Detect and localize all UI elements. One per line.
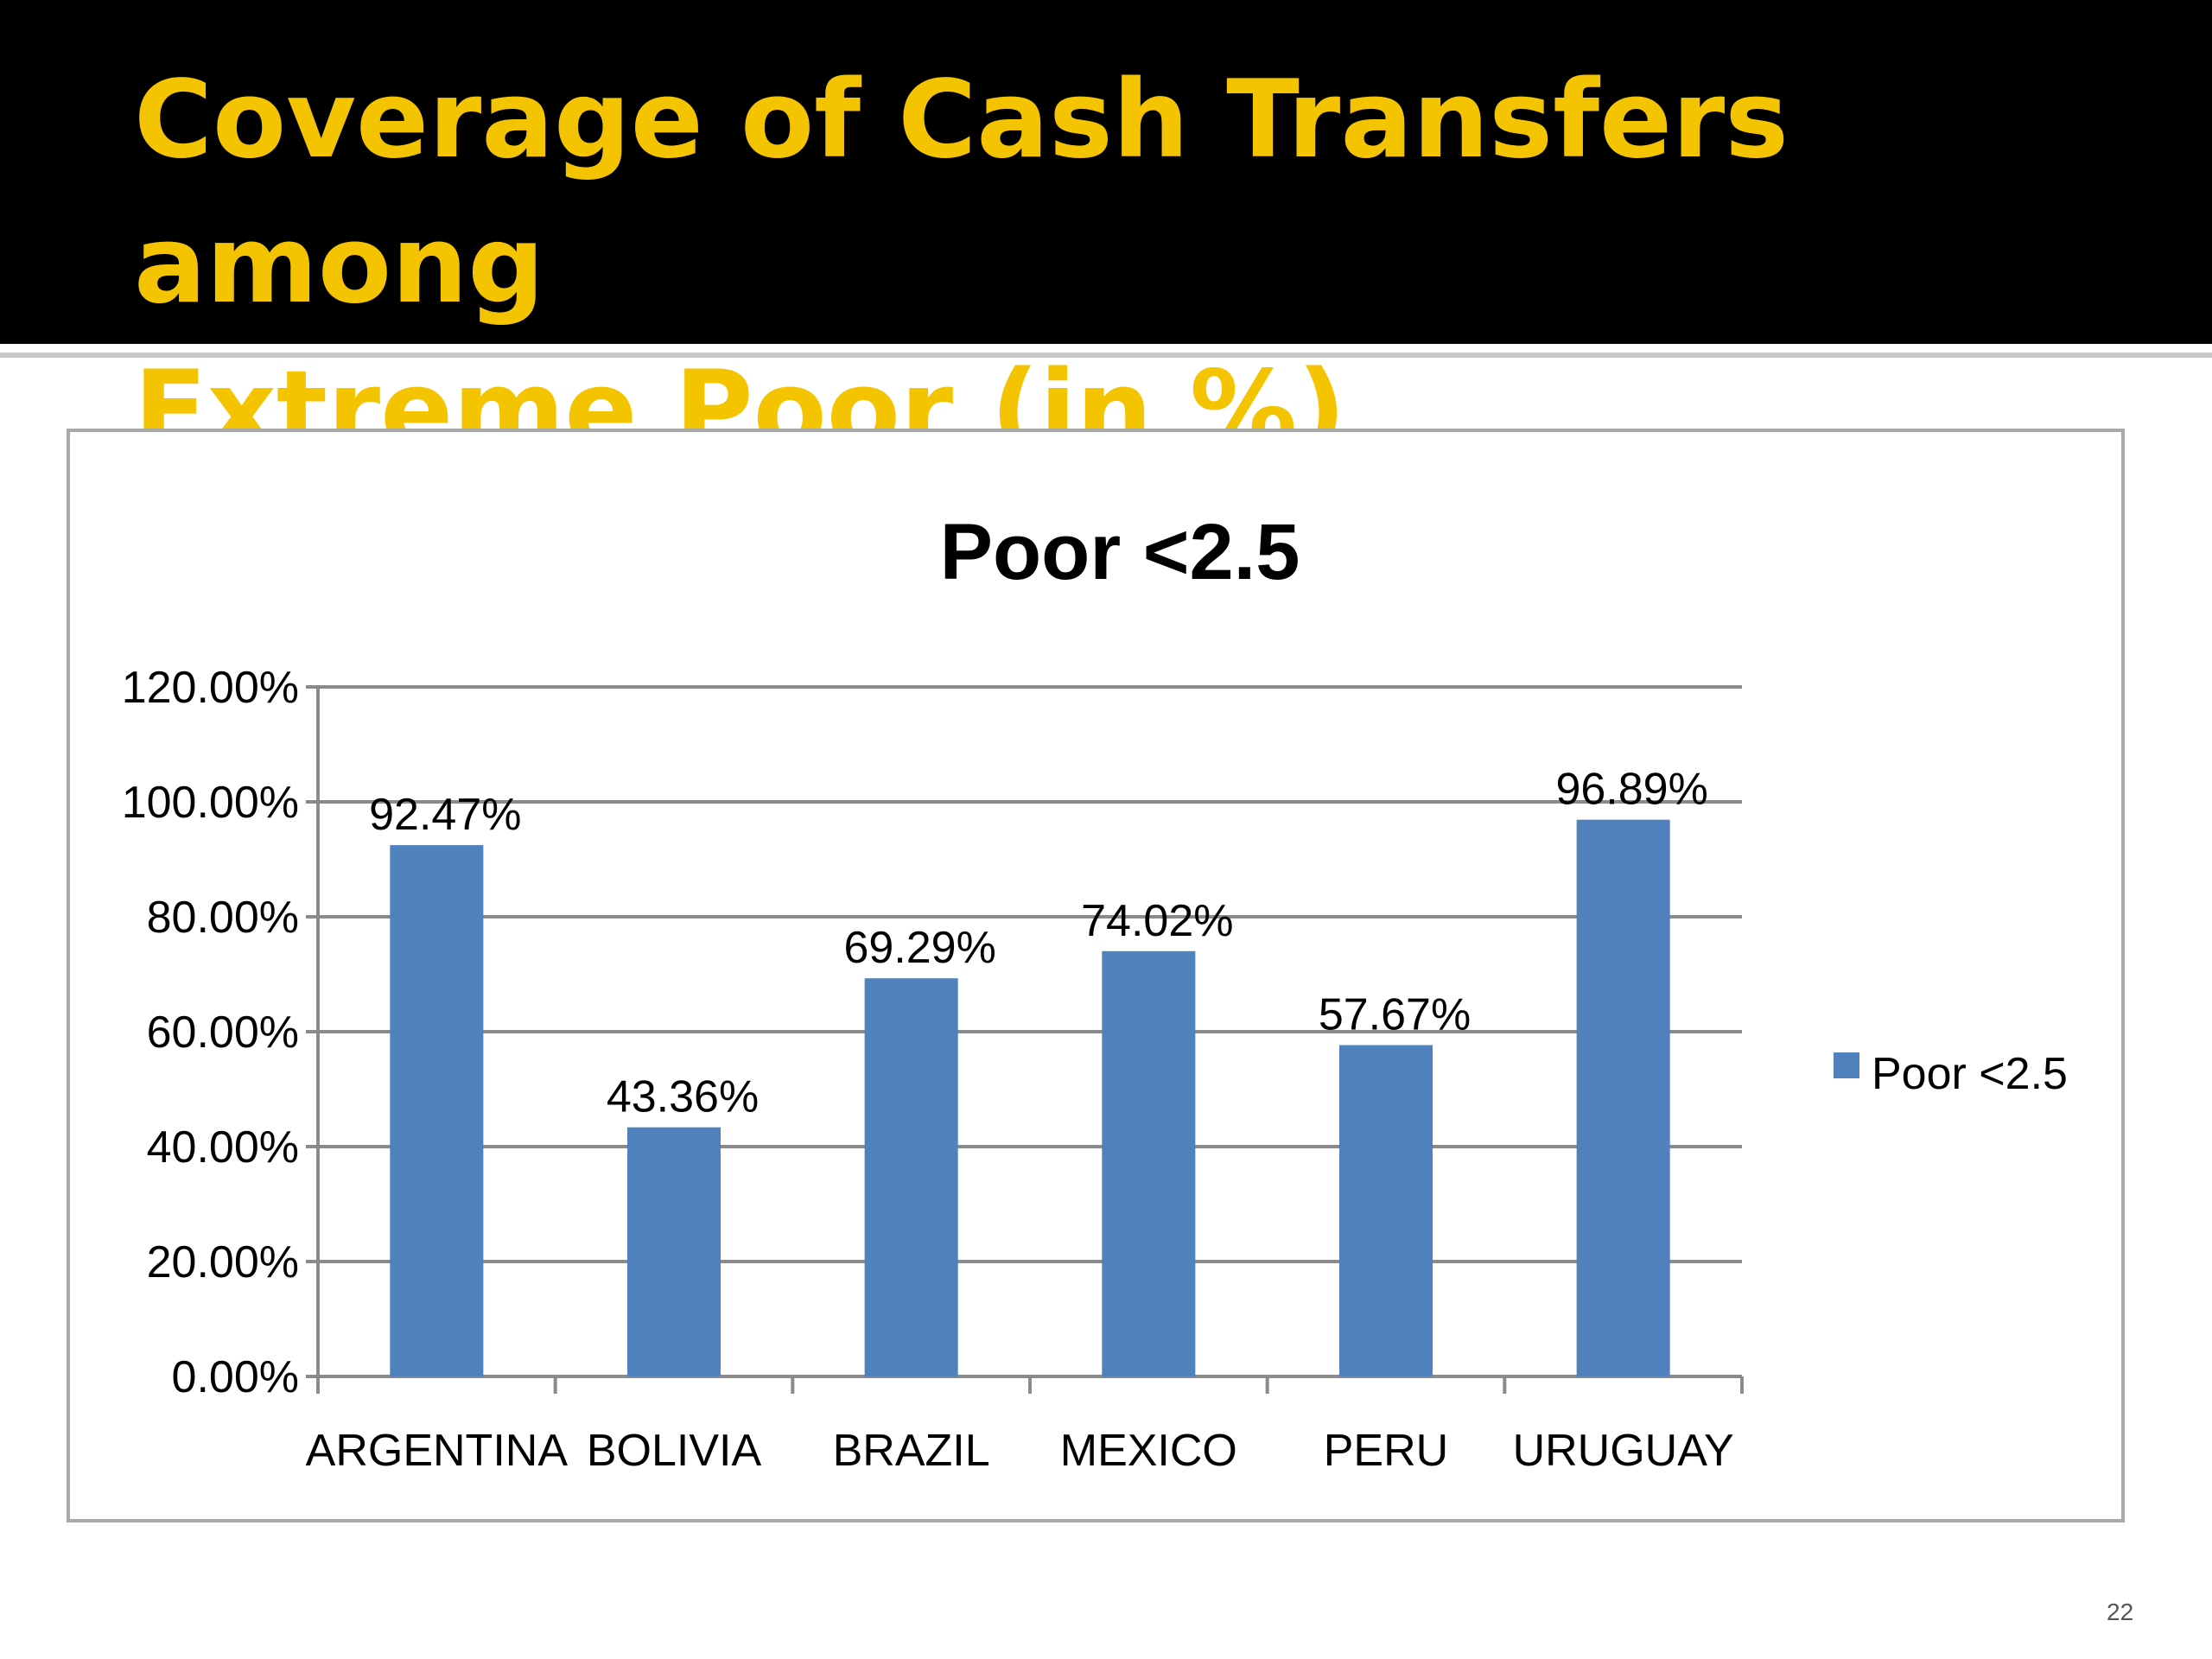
slide-header: Coverage of Cash Transfers among Extreme… — [0, 0, 2212, 473]
x-category-label: BRAZIL — [833, 1426, 990, 1476]
axes: 0.00% 20.00% 40.00% 60.00% 80.00% 100.00% 120.… — [122, 663, 1744, 1476]
x-category-label: URUGUAY — [1513, 1426, 1734, 1476]
data-labels: 92.47% 43.36% 69.29% 74.02% 57.67% 96.89% — [369, 765, 1708, 1122]
bar-mexico — [1102, 950, 1196, 1376]
x-category-label: MEXICO — [1060, 1426, 1237, 1476]
data-label: 69.29% — [843, 923, 995, 973]
slide-title-line-1: Coverage of Cash Transfers among — [134, 58, 1789, 327]
page-number: 22 — [2107, 1599, 2134, 1625]
legend-swatch — [1834, 1052, 1859, 1078]
bar-uruguay — [1576, 819, 1670, 1376]
gridlines — [318, 685, 1742, 1263]
y-tick-label: 80.00% — [147, 893, 299, 943]
data-label: 92.47% — [369, 790, 521, 840]
y-tick-label: 120.00% — [122, 663, 299, 713]
bar-brazil — [864, 978, 958, 1376]
bar-bolivia — [627, 1127, 721, 1376]
y-tick-label: 0.00% — [172, 1352, 299, 1402]
data-label: 96.89% — [1555, 765, 1707, 815]
data-label: 57.67% — [1319, 989, 1471, 1039]
y-tick-label: 100.00% — [122, 778, 299, 828]
y-tick-label: 40.00% — [147, 1122, 299, 1173]
header-divider — [0, 353, 2212, 358]
data-label: 74.02% — [1081, 896, 1233, 946]
y-tick-label: 60.00% — [147, 1007, 299, 1058]
chart-title: Poor <2.5 — [940, 508, 1300, 596]
bar-argentina — [390, 845, 484, 1376]
x-category-label: BOLIVIA — [587, 1426, 762, 1476]
legend: Poor <2.5 — [1834, 1049, 2068, 1099]
x-category-label: ARGENTINA — [306, 1426, 569, 1476]
bar-peru — [1339, 1045, 1433, 1376]
data-label: 43.36% — [607, 1072, 759, 1122]
y-tick-label: 20.00% — [147, 1237, 299, 1287]
bars — [390, 819, 1670, 1376]
legend-label: Poor <2.5 — [1872, 1049, 2068, 1099]
x-category-label: PERU — [1324, 1426, 1448, 1476]
